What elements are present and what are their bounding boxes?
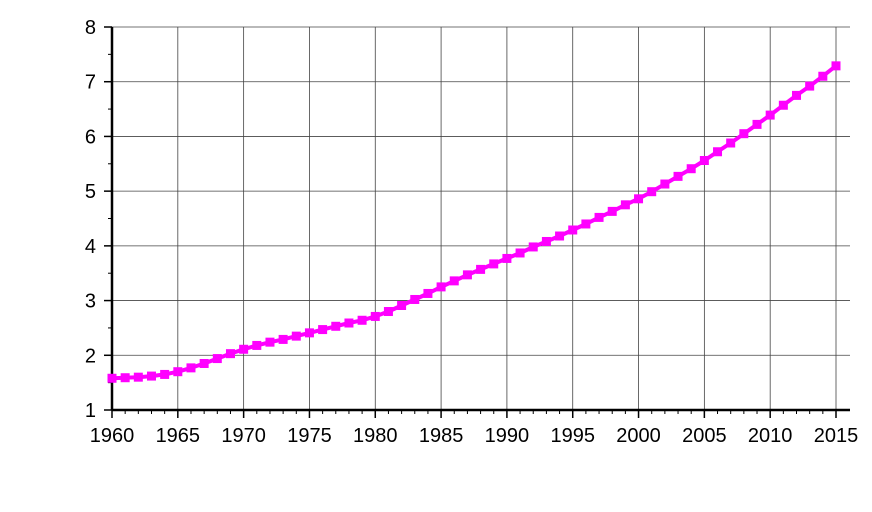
x-tick-label-1985: 1985 [419, 425, 464, 447]
x-tick-labels: 1960 1965 1970 1975 1980 1985 1990 1995 2000 2005… [90, 425, 859, 447]
data-point-2001 [647, 187, 657, 197]
data-point-1987 [462, 270, 472, 280]
data-point-2012 [792, 90, 802, 100]
data-point-1999 [620, 200, 630, 210]
y-tick-label-4: 4 [85, 236, 96, 258]
data-point-1974 [291, 331, 301, 341]
data-point-1986 [449, 276, 459, 286]
data-point-1965 [173, 367, 183, 377]
data-point-1989 [489, 259, 499, 269]
data-point-1996 [581, 219, 591, 229]
data-point-2000 [634, 194, 644, 204]
data-point-1977 [331, 321, 341, 331]
x-tick-label-1995: 1995 [550, 425, 595, 447]
y-tick-label-3: 3 [85, 291, 96, 313]
x-tick-label-1965: 1965 [156, 425, 201, 447]
data-point-1972 [265, 337, 275, 347]
data-point-1980 [370, 311, 380, 321]
data-point-1978 [344, 318, 354, 328]
data-point-1973 [278, 334, 288, 344]
x-tick-label-1975: 1975 [287, 425, 332, 447]
x-tick-label-2015: 2015 [814, 425, 859, 447]
data-point-1975 [304, 328, 314, 338]
data-point-1979 [357, 315, 367, 325]
data-point-2004 [686, 164, 696, 174]
data-point-2011 [778, 100, 788, 110]
data-point-1971 [252, 340, 262, 350]
data-point-1963 [146, 371, 156, 381]
data-point-1990 [502, 253, 512, 263]
data-point-1961 [120, 373, 130, 383]
data-point-1962 [133, 372, 143, 382]
x-tick-label-2010: 2010 [748, 425, 793, 447]
data-point-2002 [660, 179, 670, 189]
data-point-1967 [199, 358, 209, 368]
data-point-2013 [805, 81, 815, 91]
data-point-1970 [239, 344, 249, 354]
y-tick-label-5: 5 [85, 181, 96, 203]
data-point-1988 [476, 264, 486, 274]
y-tick-labels: 1 2 3 4 5 6 7 8 [85, 17, 96, 422]
data-point-2010 [765, 110, 775, 120]
data-point-2003 [673, 171, 683, 181]
x-tick-label-1980: 1980 [353, 425, 398, 447]
data-point-1994 [555, 231, 565, 241]
y-tick-label-1: 1 [85, 400, 96, 422]
data-point-2014 [818, 71, 828, 81]
data-point-1992 [528, 242, 538, 252]
data-point-2008 [739, 129, 749, 139]
data-point-1993 [541, 236, 551, 246]
data-point-1969 [225, 349, 235, 359]
y-tick-label-8: 8 [85, 17, 96, 39]
series [107, 61, 841, 383]
x-tick-label-2005: 2005 [682, 425, 727, 447]
series-line-0 [111, 64, 838, 381]
data-point-1964 [160, 369, 170, 379]
x-tick-label-2000: 2000 [616, 425, 661, 447]
data-point-1976 [318, 325, 328, 335]
axes [110, 27, 850, 412]
x-tick-label-1960: 1960 [90, 425, 135, 447]
data-point-1985 [436, 282, 446, 292]
data-point-1960 [107, 373, 117, 383]
y-tick-label-2: 2 [85, 345, 96, 367]
data-point-1981 [383, 307, 393, 317]
data-point-2005 [699, 156, 709, 166]
x-tick-label-1970: 1970 [221, 425, 266, 447]
y-tick-label-7: 7 [85, 72, 96, 94]
data-point-1984 [423, 288, 433, 298]
y-tick-label-6: 6 [85, 126, 96, 148]
data-point-1998 [607, 206, 617, 216]
grid [112, 26, 850, 410]
data-point-1982 [397, 300, 407, 310]
data-point-1991 [515, 248, 525, 258]
data-point-1983 [410, 294, 420, 304]
ticks [104, 26, 837, 418]
data-point-1968 [212, 354, 222, 364]
data-point-1995 [568, 225, 578, 235]
data-point-2007 [726, 138, 736, 148]
data-point-1966 [186, 363, 196, 373]
data-point-2015 [831, 61, 841, 71]
data-point-1997 [594, 212, 604, 222]
x-tick-label-1990: 1990 [485, 425, 530, 447]
data-point-2006 [713, 147, 723, 157]
data-point-2009 [752, 119, 762, 129]
